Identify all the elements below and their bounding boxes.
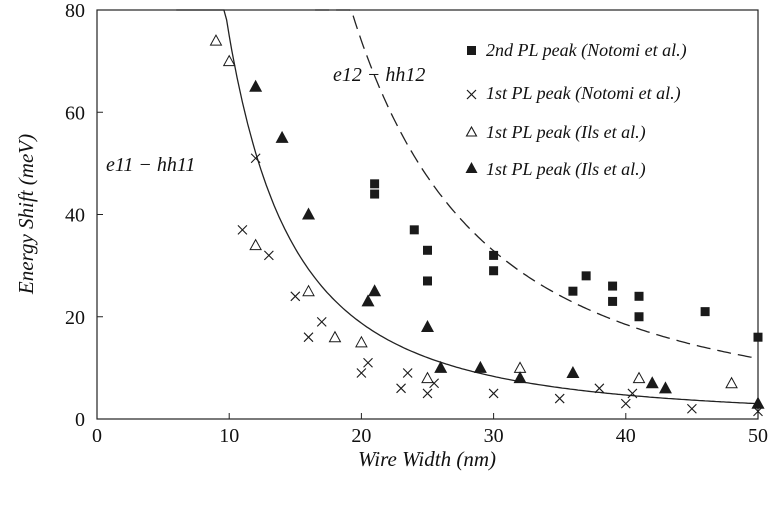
point-2nd-peak-notomi	[634, 312, 644, 322]
point-2nd-peak-notomi	[409, 225, 419, 235]
point-2nd-peak-notomi	[370, 189, 380, 199]
x-axis-label: Wire Width (nm)	[358, 447, 496, 471]
y-tick-label: 20	[65, 307, 85, 329]
point-1st-peak-ils-filled	[434, 360, 448, 373]
point-1st-peak-ils-open	[421, 371, 434, 384]
point-1st-peak-ils-filled	[473, 360, 487, 373]
point-1st-peak-ils-open	[725, 376, 738, 389]
legend-entry-3: 1st PL peak (Ils et al.)	[486, 122, 646, 143]
point-1st-peak-ils-filled	[275, 130, 289, 143]
curve-label-e12: e12 − hh12	[333, 64, 425, 86]
point-1st-peak-ils-filled	[566, 365, 580, 378]
point-1st-peak-notomi	[363, 357, 373, 368]
point-1st-peak-notomi	[594, 383, 605, 394]
data-points	[209, 34, 765, 417]
point-1st-peak-notomi	[316, 316, 327, 327]
point-1st-peak-notomi	[687, 403, 697, 414]
point-2nd-peak-notomi	[608, 281, 618, 291]
point-2nd-peak-notomi	[489, 266, 499, 276]
point-1st-peak-notomi	[488, 388, 499, 399]
point-1st-peak-notomi	[396, 383, 406, 394]
curve-e11-hh11	[176, 9, 759, 405]
point-1st-peak-notomi	[554, 393, 565, 404]
axis-ticks: 0 10 20 30 40 50 0 20 40 60 80	[65, 0, 768, 447]
point-1st-peak-notomi	[263, 250, 274, 261]
point-2nd-peak-notomi	[634, 291, 644, 301]
point-1st-peak-ils-open	[209, 34, 223, 46]
x-tick-label: 40	[616, 425, 636, 447]
point-1st-peak-ils-filled	[249, 79, 263, 92]
point-1st-peak-ils-open	[328, 330, 342, 343]
point-2nd-peak-notomi	[581, 271, 591, 281]
point-1st-peak-notomi	[620, 398, 631, 409]
point-1st-peak-ils-filled	[302, 207, 316, 220]
y-tick-label: 60	[65, 102, 85, 124]
point-1st-peak-notomi	[290, 291, 301, 302]
curve-e12-hh12	[315, 9, 759, 360]
point-2nd-peak-notomi	[568, 286, 578, 296]
point-1st-peak-ils-filled	[361, 294, 375, 307]
legend-marker-open-triangle	[465, 125, 478, 137]
point-2nd-peak-notomi	[753, 332, 763, 342]
legend-entry-1: 2nd PL peak (Notomi et al.)	[486, 40, 687, 61]
point-2nd-peak-notomi	[489, 250, 499, 260]
point-1st-peak-notomi	[422, 388, 433, 399]
point-1st-peak-ils-filled	[513, 371, 527, 384]
legend: 2nd PL peak (Notomi et al.) 1st PL peak …	[465, 40, 687, 180]
curve-label-e11: e11 − hh11	[106, 154, 195, 176]
point-1st-peak-ils-open	[355, 335, 368, 348]
point-1st-peak-notomi	[356, 368, 367, 378]
y-tick-label: 80	[65, 0, 85, 22]
x-tick-label: 0	[92, 425, 102, 447]
point-1st-peak-notomi	[237, 224, 248, 235]
point-1st-peak-notomi	[250, 153, 261, 164]
point-1st-peak-ils-filled	[368, 284, 382, 297]
point-1st-peak-notomi	[627, 388, 638, 399]
point-1st-peak-notomi	[402, 368, 413, 378]
point-1st-peak-notomi	[303, 332, 314, 343]
legend-marker-filled-square	[467, 46, 476, 55]
legend-entry-2: 1st PL peak (Notomi et al.)	[486, 83, 681, 104]
x-tick-label: 50	[748, 425, 768, 447]
legend-entry-4: 1st PL peak (Ils et al.)	[486, 159, 646, 180]
y-axis-label: Energy Shift (meV)	[14, 134, 38, 295]
model-curves	[176, 9, 759, 405]
point-1st-peak-ils-open	[302, 284, 315, 297]
x-tick-label: 30	[484, 425, 504, 447]
point-1st-peak-ils-filled	[645, 376, 659, 389]
point-1st-peak-ils-open	[222, 54, 236, 67]
point-2nd-peak-notomi	[608, 296, 618, 306]
point-2nd-peak-notomi	[370, 179, 380, 189]
point-2nd-peak-notomi	[700, 307, 710, 317]
point-1st-peak-ils-filled	[421, 319, 434, 332]
x-tick-label: 20	[351, 425, 371, 447]
point-2nd-peak-notomi	[423, 276, 432, 286]
legend-marker-cross	[466, 89, 477, 100]
point-2nd-peak-notomi	[423, 245, 432, 255]
point-1st-peak-ils-filled	[751, 396, 765, 409]
y-tick-label: 40	[65, 205, 85, 227]
point-1st-peak-ils-open	[249, 238, 262, 251]
point-1st-peak-ils-filled	[658, 381, 672, 394]
legend-marker-filled-triangle	[465, 162, 478, 173]
point-1st-peak-ils-open	[632, 371, 646, 384]
point-1st-peak-ils-open	[513, 361, 527, 373]
x-tick-label: 10	[219, 425, 239, 447]
y-tick-label: 0	[75, 409, 85, 431]
